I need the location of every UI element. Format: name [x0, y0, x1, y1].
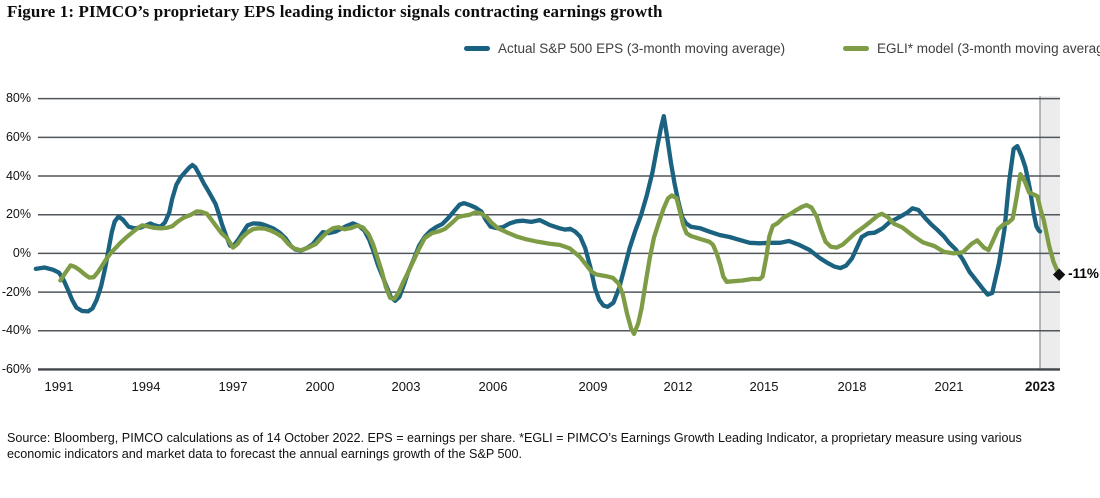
legend-label-egli-model: EGLI* model (3-month moving average): [877, 41, 1100, 56]
annotation-value-label: -11%: [1068, 265, 1099, 281]
figure-title: Figure 1: PIMCO’s proprietary EPS leadin…: [7, 2, 663, 21]
x-axis-tick-label-2018: 2018: [837, 379, 867, 394]
source-note-line1: Source: Bloomberg, PIMCO calculations as…: [7, 431, 1022, 445]
forecast-band: [1040, 96, 1061, 371]
legend-item-actual-eps: Actual S&P 500 EPS (3-month moving avera…: [464, 41, 785, 56]
legend-line-swatch-actual-eps-icon: [464, 46, 490, 51]
chart-canvas: [33, 96, 1066, 371]
source-note-line2: economic indicators and market data to f…: [7, 447, 523, 461]
legend-line-swatch-egli-model-icon: [843, 46, 869, 51]
x-axis-tick-label-1991: 1991: [44, 379, 74, 394]
x-axis-tick-label-2006: 2006: [478, 379, 508, 394]
y-axis-tick-label: 40%: [5, 168, 31, 183]
series-line-actual-eps: [33, 113, 1043, 314]
x-axis-tick-label-1997: 1997: [218, 379, 248, 394]
x-axis-tick-label-2000: 2000: [305, 379, 335, 394]
x-axis-tick-label-1994: 1994: [131, 379, 161, 394]
x-axis-tick-label-2009: 2009: [578, 379, 608, 394]
x-axis-tick-label-2021: 2021: [934, 379, 964, 394]
annotation-diamond-marker-icon: [1052, 268, 1066, 281]
y-axis-tick-label: -20%: [1, 284, 31, 299]
y-axis-tick-label: 80%: [5, 91, 31, 106]
y-axis-tick-label: 60%: [5, 129, 31, 144]
y-axis-tick-label: -40%: [1, 323, 31, 338]
legend-label-actual-eps: Actual S&P 500 EPS (3-month moving avera…: [498, 41, 786, 56]
x-axis-tick-label-2023: 2023: [1024, 379, 1056, 394]
y-axis-tick-label: -60%: [1, 361, 31, 376]
legend-item-egli-model: EGLI* model (3-month moving average): [843, 41, 1100, 56]
x-axis-tick-label-2015: 2015: [749, 379, 779, 394]
x-axis-tick-label-2003: 2003: [391, 379, 421, 394]
x-axis-tick-label-2012: 2012: [663, 379, 693, 394]
series-line-egli-model: [58, 171, 1062, 337]
y-axis-tick-label: 20%: [5, 207, 31, 222]
y-axis-tick-label: 0%: [12, 245, 31, 260]
